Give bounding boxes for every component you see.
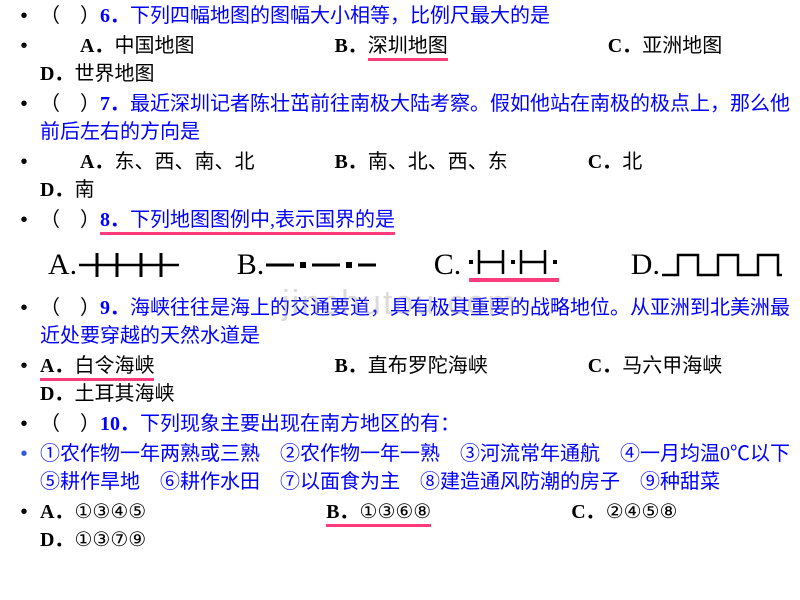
q8-sym-c: C. bbox=[434, 244, 574, 286]
bullet: • bbox=[8, 148, 40, 176]
q8-label-d: D. bbox=[631, 244, 660, 286]
q6-line: • （ ）6．下列四幅地图的图幅大小相等，比例尺最大的是 bbox=[8, 2, 792, 30]
q7-num: 7． bbox=[100, 93, 130, 115]
q9-line: • （ ）9．海峡往往是海上的交通要道，具有极其重要的战略地位。从亚洲到北美洲最… bbox=[8, 294, 792, 350]
q7-d-label: D． bbox=[40, 179, 74, 201]
q9-c: 马六甲海峡 bbox=[622, 355, 722, 377]
paren: （ ） bbox=[40, 93, 100, 115]
q9-a: 白令海峡 bbox=[74, 355, 154, 381]
q7-text: 最近深圳记者陈壮茁前往南极大陆考察。假如他站在南极的极点上，那么他前后左右的方向… bbox=[40, 93, 790, 143]
q8-line: • （ ）8．下列地图图例中,表示国界的是 bbox=[8, 206, 792, 234]
q10-text: 下列现象主要出现在南方地区的有： bbox=[140, 413, 460, 435]
q9-c-label: C． bbox=[588, 355, 622, 377]
q6-c-label: C． bbox=[608, 35, 642, 57]
bullet: • bbox=[8, 294, 40, 322]
q7-c-label: C． bbox=[588, 151, 622, 173]
q9-a-label: A． bbox=[40, 355, 74, 381]
q6-opts1: • A．中国地图 B．深圳地图 C．亚洲地图 D．世界地图 bbox=[8, 32, 792, 88]
q8-label-a: A. bbox=[48, 244, 77, 286]
q10-a: ①③④⑤ bbox=[74, 501, 146, 523]
paren: （ ） bbox=[40, 209, 100, 231]
bullet: • bbox=[8, 498, 40, 526]
paren: （ ） bbox=[40, 5, 100, 27]
q8-label-b: B. bbox=[237, 244, 265, 286]
paren: （ ） bbox=[40, 297, 100, 319]
q10-d: ①③⑦⑨ bbox=[74, 529, 146, 551]
q6-b-label: B． bbox=[334, 35, 367, 57]
q7-opts: • A．东、西、南、北 B．南、北、西、东 C．北 D．南 bbox=[8, 148, 792, 204]
q10-c-label: C． bbox=[571, 501, 605, 523]
q6-a: 中国地图 bbox=[114, 35, 194, 57]
bullet: • bbox=[8, 32, 40, 60]
q9-b-label: B． bbox=[334, 355, 367, 377]
q6-a-label: A． bbox=[80, 35, 114, 57]
paren: （ ） bbox=[40, 413, 100, 435]
q10-b-label: B． bbox=[326, 501, 359, 527]
q9-b: 直布罗陀海峡 bbox=[368, 355, 488, 377]
q9-text: 海峡往往是海上的交通要道，具有极其重要的战略地位。从亚洲到北美洲最近处要穿越的天… bbox=[40, 297, 790, 347]
q8-sym-a: A. bbox=[48, 244, 179, 286]
q6-text: 下列四幅地图的图幅大小相等，比例尺最大的是 bbox=[130, 5, 550, 27]
bullet: • bbox=[8, 440, 40, 468]
q9-opts: • A．白令海峡 B．直布罗陀海峡 C．马六甲海峡 D．土耳其海峡 bbox=[8, 352, 792, 408]
q7-b-label: B． bbox=[334, 151, 367, 173]
q6-d-label: D． bbox=[40, 63, 74, 85]
q9-num: 9． bbox=[100, 297, 130, 319]
q8-symbols: A. B. C. bbox=[8, 236, 792, 294]
q10-a-label: A． bbox=[40, 501, 74, 523]
bullet: • bbox=[8, 2, 40, 30]
q7-line: • （ ）7．最近深圳记者陈壮茁前往南极大陆考察。假如他站在南极的极点上，那么他… bbox=[8, 90, 792, 146]
q8-sym-b: B. bbox=[237, 244, 377, 286]
q8-label-c: C. bbox=[434, 244, 462, 286]
bullet: • bbox=[8, 90, 40, 118]
q10-line: • （ ）10．下列现象主要出现在南方地区的有： bbox=[8, 410, 792, 438]
q10-opts: • A．①③④⑤ B．①③⑥⑧ C．②④⑤⑧ D．①③⑦⑨ bbox=[8, 498, 792, 554]
q10-items: • ①农作物一年两熟或三熟 ②农作物一年一熟 ③河流常年通航 ④一月均温0℃以下… bbox=[8, 440, 792, 496]
symbol-d-icon bbox=[662, 247, 782, 283]
q10-items-text: ①农作物一年两熟或三熟 ②农作物一年一熟 ③河流常年通航 ④一月均温0℃以下 ⑤… bbox=[40, 440, 792, 496]
symbol-b-icon bbox=[266, 247, 376, 283]
q10-b: ①③⑥⑧ bbox=[360, 501, 432, 527]
q7-a-label: A． bbox=[80, 151, 114, 173]
q7-b: 南、北、西、东 bbox=[368, 151, 508, 173]
q9-d: 土耳其海峡 bbox=[74, 383, 174, 405]
symbol-a-icon bbox=[79, 247, 179, 283]
q9-d-label: D． bbox=[40, 383, 74, 405]
q8-text: 下列地图图例中,表示国界的是 bbox=[130, 209, 395, 235]
q6-b: 深圳地图 bbox=[368, 35, 448, 61]
q10-c: ②④⑤⑧ bbox=[606, 501, 678, 523]
bullet: • bbox=[8, 410, 40, 438]
q10-num: 10． bbox=[100, 413, 140, 435]
q7-c: 北 bbox=[622, 151, 642, 173]
q6-d: 世界地图 bbox=[74, 63, 154, 85]
q6-num: 6． bbox=[100, 5, 130, 27]
q10-d-label: D． bbox=[40, 529, 74, 551]
symbol-c-icon bbox=[463, 244, 573, 286]
bullet: • bbox=[8, 352, 40, 380]
q6-c: 亚洲地图 bbox=[642, 35, 722, 57]
q8-num: 8． bbox=[100, 209, 130, 235]
q7-a: 东、西、南、北 bbox=[114, 151, 254, 173]
q7-d: 南 bbox=[74, 179, 94, 201]
q8-sym-d: D. bbox=[631, 244, 782, 286]
bullet: • bbox=[8, 206, 40, 234]
